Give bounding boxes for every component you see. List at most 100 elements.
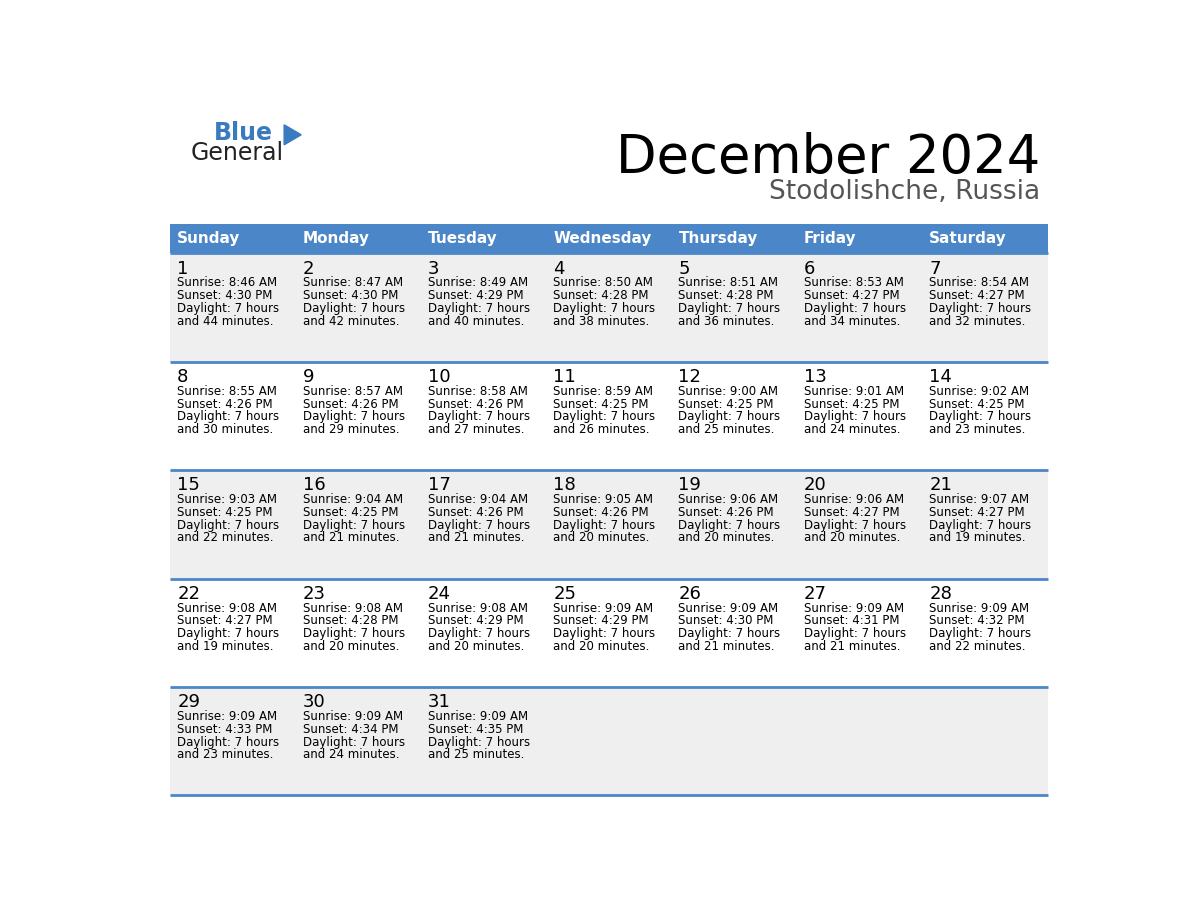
Text: Sunset: 4:26 PM: Sunset: 4:26 PM [177, 397, 273, 410]
Text: and 32 minutes.: and 32 minutes. [929, 315, 1025, 328]
Text: Sunrise: 9:04 AM: Sunrise: 9:04 AM [303, 493, 403, 507]
Text: Daylight: 7 hours: Daylight: 7 hours [929, 302, 1031, 315]
Bar [922, 224, 1048, 253]
Text: and 36 minutes.: and 36 minutes. [678, 315, 775, 328]
Text: 10: 10 [428, 368, 450, 386]
Text: Sunrise: 8:54 AM: Sunrise: 8:54 AM [929, 276, 1029, 289]
Text: Sunset: 4:30 PM: Sunset: 4:30 PM [177, 289, 272, 302]
Text: Sunrise: 9:09 AM: Sunrise: 9:09 AM [554, 601, 653, 615]
Bar [170, 578, 1048, 687]
Text: Sunrise: 9:00 AM: Sunrise: 9:00 AM [678, 385, 778, 397]
Text: and 20 minutes.: and 20 minutes. [554, 640, 650, 653]
Text: Sunrise: 9:08 AM: Sunrise: 9:08 AM [303, 601, 403, 615]
Text: Sunset: 4:26 PM: Sunset: 4:26 PM [303, 397, 398, 410]
Text: Sunset: 4:25 PM: Sunset: 4:25 PM [929, 397, 1024, 410]
Text: 19: 19 [678, 476, 701, 495]
Text: Sunrise: 9:09 AM: Sunrise: 9:09 AM [678, 601, 778, 615]
Text: Sunrise: 9:08 AM: Sunrise: 9:08 AM [177, 601, 277, 615]
Text: Sunset: 4:26 PM: Sunset: 4:26 PM [678, 506, 775, 519]
Text: Sunset: 4:31 PM: Sunset: 4:31 PM [804, 614, 899, 627]
Text: and 23 minutes.: and 23 minutes. [929, 423, 1025, 436]
Text: Sunrise: 9:05 AM: Sunrise: 9:05 AM [554, 493, 653, 507]
Text: Monday: Monday [303, 231, 369, 246]
Text: 13: 13 [804, 368, 827, 386]
Text: 9: 9 [303, 368, 314, 386]
Text: 4: 4 [554, 260, 564, 277]
Text: 11: 11 [554, 368, 576, 386]
Text: Sunrise: 9:07 AM: Sunrise: 9:07 AM [929, 493, 1029, 507]
Text: Daylight: 7 hours: Daylight: 7 hours [428, 302, 530, 315]
Text: Sunset: 4:28 PM: Sunset: 4:28 PM [554, 289, 649, 302]
Text: and 20 minutes.: and 20 minutes. [428, 640, 524, 653]
Text: Stodolishche, Russia: Stodolishche, Russia [769, 179, 1040, 206]
Text: Sunrise: 8:58 AM: Sunrise: 8:58 AM [428, 385, 527, 397]
Text: Sunset: 4:29 PM: Sunset: 4:29 PM [428, 289, 524, 302]
Bar [797, 224, 922, 253]
Text: Sunset: 4:30 PM: Sunset: 4:30 PM [303, 289, 398, 302]
Bar [546, 224, 671, 253]
Text: Daylight: 7 hours: Daylight: 7 hours [428, 735, 530, 748]
Text: Thursday: Thursday [678, 231, 758, 246]
Text: Sunset: 4:27 PM: Sunset: 4:27 PM [929, 289, 1025, 302]
Text: Daylight: 7 hours: Daylight: 7 hours [554, 410, 656, 423]
Text: and 20 minutes.: and 20 minutes. [303, 640, 399, 653]
Text: and 21 minutes.: and 21 minutes. [804, 640, 901, 653]
Text: Daylight: 7 hours: Daylight: 7 hours [804, 627, 906, 640]
Text: Daylight: 7 hours: Daylight: 7 hours [554, 627, 656, 640]
Text: Daylight: 7 hours: Daylight: 7 hours [678, 410, 781, 423]
Text: and 24 minutes.: and 24 minutes. [804, 423, 901, 436]
Text: Daylight: 7 hours: Daylight: 7 hours [554, 519, 656, 532]
Text: Sunset: 4:25 PM: Sunset: 4:25 PM [177, 506, 273, 519]
Text: Sunset: 4:27 PM: Sunset: 4:27 PM [929, 506, 1025, 519]
Text: and 22 minutes.: and 22 minutes. [177, 532, 273, 544]
Text: 14: 14 [929, 368, 952, 386]
Bar [170, 470, 1048, 578]
Text: and 19 minutes.: and 19 minutes. [929, 532, 1025, 544]
Text: Daylight: 7 hours: Daylight: 7 hours [554, 302, 656, 315]
Text: Tuesday: Tuesday [428, 231, 498, 246]
Text: and 30 minutes.: and 30 minutes. [177, 423, 273, 436]
Bar [170, 687, 1048, 796]
Text: Daylight: 7 hours: Daylight: 7 hours [177, 519, 279, 532]
Text: Daylight: 7 hours: Daylight: 7 hours [678, 302, 781, 315]
Text: Sunrise: 8:51 AM: Sunrise: 8:51 AM [678, 276, 778, 289]
Text: Sunrise: 9:06 AM: Sunrise: 9:06 AM [678, 493, 778, 507]
Text: 6: 6 [804, 260, 815, 277]
Text: 2: 2 [303, 260, 314, 277]
Text: 27: 27 [804, 585, 827, 603]
Text: Sunrise: 9:03 AM: Sunrise: 9:03 AM [177, 493, 277, 507]
Text: Daylight: 7 hours: Daylight: 7 hours [428, 410, 530, 423]
Text: Daylight: 7 hours: Daylight: 7 hours [929, 627, 1031, 640]
Text: Daylight: 7 hours: Daylight: 7 hours [177, 302, 279, 315]
Text: December 2024: December 2024 [615, 131, 1040, 184]
Text: 30: 30 [303, 693, 326, 711]
Text: 28: 28 [929, 585, 952, 603]
Text: and 21 minutes.: and 21 minutes. [303, 532, 399, 544]
Text: Daylight: 7 hours: Daylight: 7 hours [303, 410, 405, 423]
Text: 1: 1 [177, 260, 189, 277]
Text: Sunrise: 8:50 AM: Sunrise: 8:50 AM [554, 276, 653, 289]
Text: and 44 minutes.: and 44 minutes. [177, 315, 273, 328]
Text: Daylight: 7 hours: Daylight: 7 hours [303, 302, 405, 315]
Text: 8: 8 [177, 368, 189, 386]
Text: and 42 minutes.: and 42 minutes. [303, 315, 399, 328]
Text: Sunset: 4:25 PM: Sunset: 4:25 PM [804, 397, 899, 410]
Text: Sunset: 4:33 PM: Sunset: 4:33 PM [177, 722, 272, 736]
Text: Sunrise: 8:59 AM: Sunrise: 8:59 AM [554, 385, 653, 397]
Text: Daylight: 7 hours: Daylight: 7 hours [428, 519, 530, 532]
Text: Sunset: 4:27 PM: Sunset: 4:27 PM [804, 506, 899, 519]
Text: and 38 minutes.: and 38 minutes. [554, 315, 650, 328]
Bar [170, 362, 1048, 470]
Bar [170, 224, 296, 253]
Text: and 19 minutes.: and 19 minutes. [177, 640, 273, 653]
Bar [296, 224, 421, 253]
Text: 29: 29 [177, 693, 200, 711]
Text: 15: 15 [177, 476, 200, 495]
Text: Sunrise: 8:57 AM: Sunrise: 8:57 AM [303, 385, 403, 397]
Text: Sunrise: 9:08 AM: Sunrise: 9:08 AM [428, 601, 527, 615]
Text: Daylight: 7 hours: Daylight: 7 hours [804, 410, 906, 423]
Text: and 26 minutes.: and 26 minutes. [554, 423, 650, 436]
Text: Sunset: 4:28 PM: Sunset: 4:28 PM [303, 614, 398, 627]
Text: Sunday: Sunday [177, 231, 240, 246]
Text: 16: 16 [303, 476, 326, 495]
